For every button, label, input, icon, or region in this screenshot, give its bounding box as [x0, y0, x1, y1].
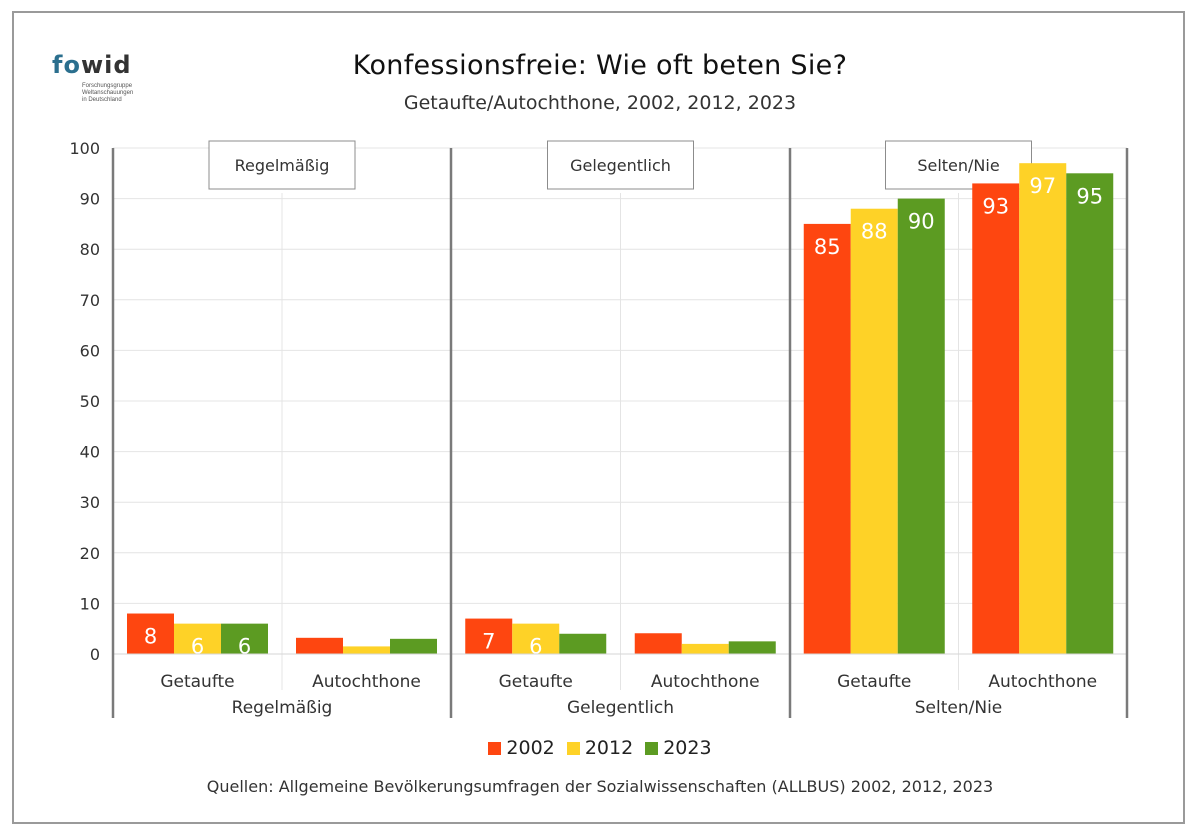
bar-2012 — [174, 623, 221, 654]
x-tick-label: Getaufte — [160, 672, 234, 692]
panel-header-box — [547, 140, 694, 190]
data-label: 6 — [191, 635, 204, 659]
logo-wid: wid — [80, 51, 132, 79]
y-tick-label: 0 — [90, 645, 100, 664]
panel-axis-label: Regelmäßig — [232, 698, 333, 718]
data-label: 7 — [482, 630, 495, 654]
bar-2023 — [728, 641, 776, 654]
bar-2023 — [1066, 173, 1114, 655]
data-label: 8 — [144, 625, 157, 649]
legend-item-2002: 2002 — [488, 737, 555, 759]
legend-label: 2012 — [584, 737, 634, 759]
x-tick-label: Getaufte — [837, 672, 911, 692]
legend-swatch — [566, 742, 580, 755]
data-label: 88 — [861, 220, 888, 244]
panel-axis-label: Selten/Nie — [915, 698, 1003, 718]
legend-item-2023: 2023 — [645, 737, 712, 759]
bar-2002 — [465, 618, 513, 654]
y-tick-label: 60 — [80, 341, 100, 360]
panel-header-label: Gelegentlich — [570, 156, 671, 175]
y-tick-label: 50 — [80, 392, 100, 411]
logo-line: Forschungsgruppe — [82, 83, 133, 89]
x-tick-label: Autochthone — [651, 672, 760, 692]
source-note: Quellen: Allgemeine Bevölkerungsumfragen… — [206, 777, 994, 796]
logo-fo: fo — [52, 51, 81, 79]
panel-header-box — [208, 140, 356, 190]
data-label: 85 — [814, 235, 841, 259]
data-label: 90 — [908, 210, 935, 234]
y-tick-label: 40 — [80, 443, 100, 462]
fowid-logo: fowid Forschungsgruppe Weltanschauungen … — [52, 52, 162, 110]
bar-2012 — [343, 646, 390, 654]
bar-2012 — [681, 643, 729, 654]
bar-2002 — [634, 633, 682, 654]
bar-2012 — [1019, 163, 1067, 654]
x-tick-label: Autochthone — [312, 672, 421, 692]
bar-2023 — [559, 633, 607, 654]
logo-line: in Deutschland — [82, 97, 122, 103]
bar-2023 — [221, 623, 268, 654]
legend-label: 2023 — [663, 737, 712, 759]
data-label: 97 — [1029, 174, 1056, 198]
chart-title: Konfessionsfreie: Wie oft beten Sie? — [352, 50, 848, 81]
legend-label: 2002 — [506, 737, 555, 759]
bar-2002 — [127, 613, 174, 654]
y-tick-label: 10 — [80, 594, 100, 613]
data-label: 6 — [238, 635, 251, 659]
data-label: 6 — [529, 635, 542, 659]
logo-wordmark: fowid — [52, 52, 132, 78]
legend-swatch — [645, 742, 659, 755]
x-tick-label: Autochthone — [988, 672, 1097, 692]
y-tick-label: 20 — [80, 544, 100, 563]
bar-2002 — [803, 223, 851, 654]
logo-subtext: Forschungsgruppe Weltanschauungen in Deu… — [82, 83, 133, 104]
x-tick-label: Getaufte — [499, 672, 573, 692]
y-tick-label: 80 — [80, 240, 100, 259]
bar-2002 — [972, 183, 1020, 655]
y-tick-label: 70 — [80, 291, 100, 310]
data-label: 95 — [1076, 184, 1103, 208]
bar-2023 — [390, 638, 437, 654]
bar-2012 — [850, 208, 898, 654]
legend-swatch — [488, 742, 502, 755]
panel-axis-label: Gelegentlich — [567, 698, 674, 718]
bar-2002 — [296, 637, 343, 654]
bar-2012 — [512, 623, 560, 654]
data-label: 93 — [982, 194, 1009, 218]
logo-line: Weltanschauungen — [82, 90, 134, 96]
chart-subtitle: Getaufte/Autochthone, 2002, 2012, 2023 — [403, 92, 797, 114]
y-tick-label: 90 — [80, 190, 100, 209]
legend: 2002 2012 2023 — [0, 737, 1200, 759]
panel-header-label: Selten/Nie — [917, 156, 999, 175]
y-tick-label: 30 — [80, 493, 100, 512]
bar-2023 — [897, 198, 945, 654]
y-tick-label: 100 — [69, 139, 100, 158]
panel-header-label: Regelmäßig — [235, 156, 330, 175]
legend-item-2012: 2012 — [566, 737, 634, 759]
